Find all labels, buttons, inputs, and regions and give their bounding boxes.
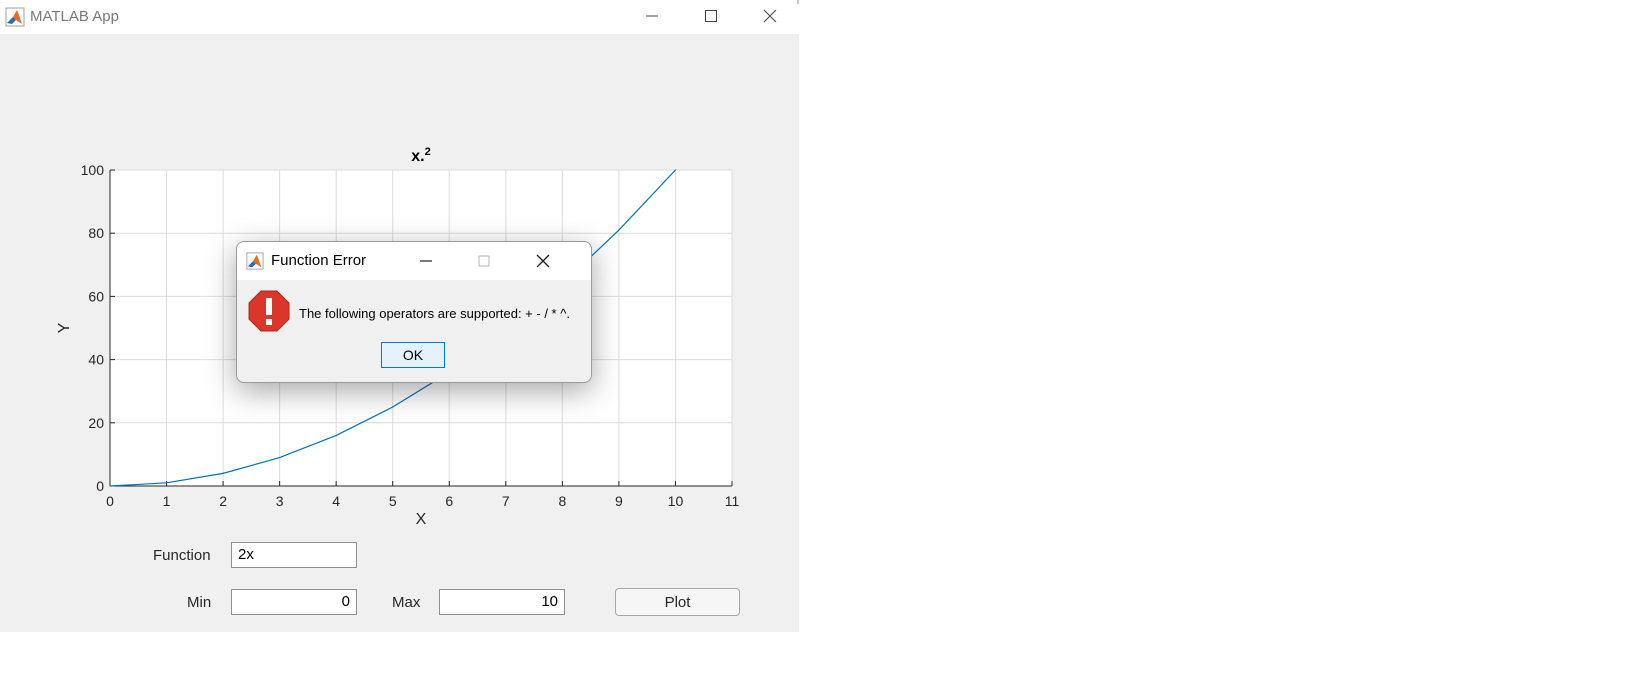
data-point [618, 229, 620, 231]
max-input[interactable]: 10 [439, 589, 565, 615]
function-input[interactable]: 2x [231, 542, 357, 568]
minimize-button[interactable] [624, 0, 680, 32]
chart-title-superscript: 2 [425, 146, 431, 158]
error-message: The following operators are supported: +… [299, 306, 570, 321]
x-tick-label: 10 [668, 493, 684, 509]
min-label: Min [187, 594, 212, 611]
maximize-icon [705, 10, 717, 22]
y-tick-label: 20 [88, 415, 104, 431]
x-axis-label: X [416, 511, 427, 528]
x-tick-label: 8 [558, 493, 566, 509]
dialog-minimize-button[interactable] [406, 246, 446, 276]
data-point [279, 456, 281, 459]
x-tick-label: 0 [106, 493, 114, 509]
close-icon [763, 9, 777, 23]
x-tick-label: 7 [502, 493, 510, 509]
ok-button[interactable]: OK [381, 342, 445, 368]
title-bar[interactable]: MATLAB App [0, 0, 799, 34]
x-tick-label: 4 [332, 493, 340, 509]
data-point [222, 472, 224, 474]
error-icon [248, 290, 290, 332]
max-label: Max [392, 594, 421, 611]
y-axis-label: Y [56, 322, 73, 333]
minimize-icon [646, 15, 658, 17]
x-tick-label: 6 [445, 493, 453, 509]
dialog-title: Function Error [271, 252, 367, 269]
error-dialog: Function Error The following operators a… [236, 241, 592, 383]
y-tick-label: 100 [81, 162, 105, 178]
tick-labels: 0 1 2 3 4 5 6 7 8 9 10 11 0 20 40 60 80 100 [81, 162, 740, 509]
close-button[interactable] [742, 0, 798, 32]
minimize-icon [420, 260, 432, 262]
y-tick-label: 80 [88, 225, 104, 241]
dialog-title-bar[interactable]: Function Error [237, 242, 591, 280]
x-tick-label: 2 [219, 493, 227, 509]
function-label: Function [153, 547, 211, 564]
data-point [674, 169, 677, 171]
x-tick-label: 11 [725, 493, 740, 509]
y-tick-label: 60 [88, 288, 104, 304]
y-tick-label: 0 [96, 478, 104, 494]
dialog-maximize-button [464, 246, 504, 276]
app-window: MATLAB App 0 1 2 3 4 5 6 7 8 9 10 11 0 20 40 60 80 100 x.… [0, 0, 799, 632]
x-tick-label: 3 [276, 493, 284, 509]
x-tick-label: 1 [163, 493, 171, 509]
matlab-icon [5, 7, 25, 27]
maximize-icon [478, 255, 490, 267]
plot-button[interactable]: Plot [615, 588, 740, 616]
dialog-close-button[interactable] [523, 246, 563, 276]
tick-marks [109, 169, 733, 487]
data-point [335, 434, 337, 437]
y-tick-label: 40 [88, 352, 104, 368]
x-tick-label: 5 [389, 493, 397, 509]
axis-lines [109, 170, 732, 487]
window-title: MATLAB App [30, 8, 119, 25]
background-window-edge [797, 0, 799, 4]
data-point [109, 485, 111, 487]
x-tick-label: 9 [615, 493, 623, 509]
maximize-button[interactable] [683, 0, 739, 32]
chart-title: x.2 [411, 146, 430, 165]
close-icon [536, 254, 550, 268]
min-input[interactable]: 0 [231, 589, 357, 615]
matlab-icon [246, 252, 264, 270]
data-point [165, 482, 168, 484]
data-point [392, 406, 394, 408]
chart-title-base: x. [411, 148, 424, 165]
